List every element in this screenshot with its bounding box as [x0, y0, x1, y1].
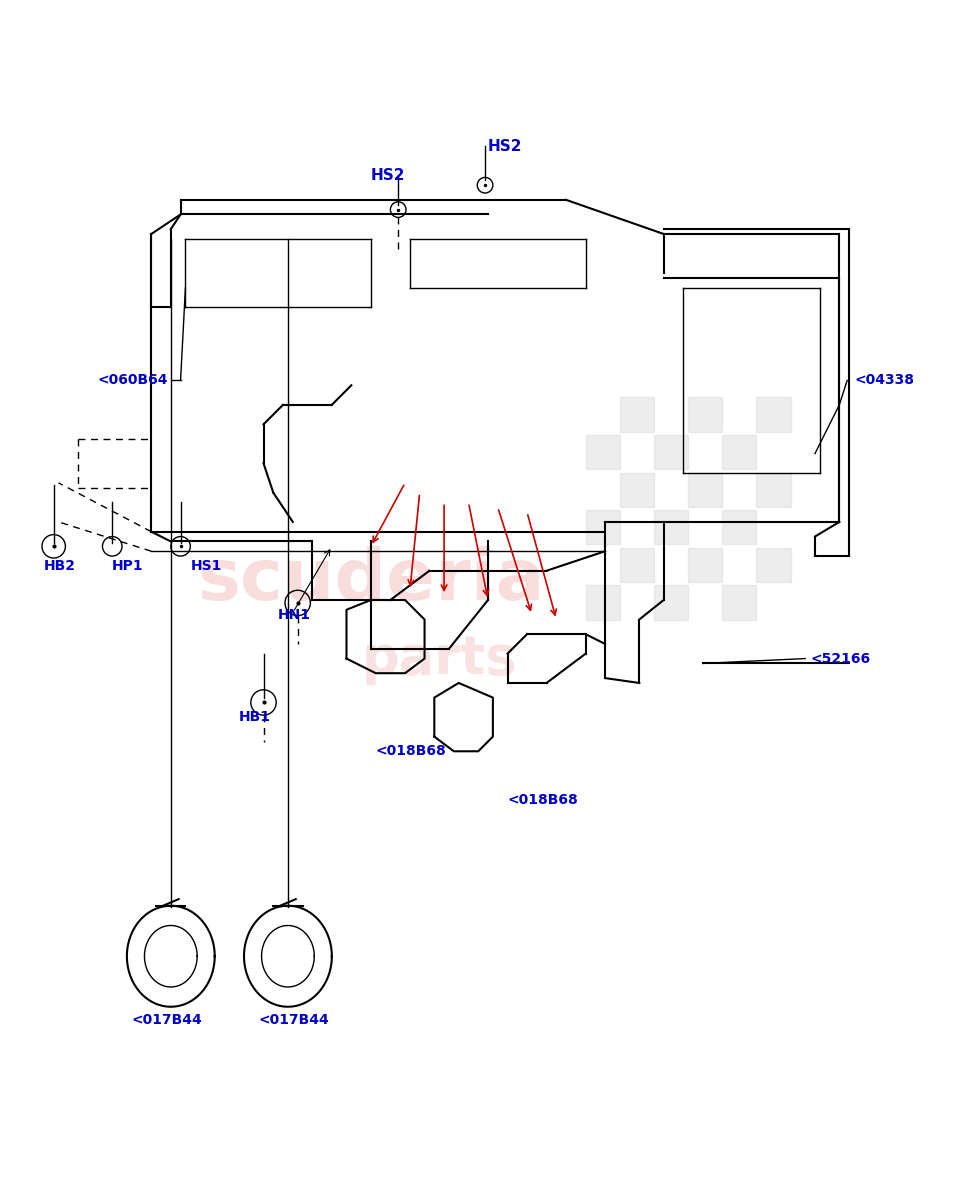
Text: <04338: <04338	[854, 373, 914, 388]
Bar	[756, 547, 791, 582]
Bar	[620, 473, 654, 506]
Bar	[688, 473, 722, 506]
Bar	[756, 473, 791, 506]
Bar	[756, 397, 791, 432]
Bar	[586, 586, 620, 619]
Bar	[620, 547, 654, 582]
Text: <017B44: <017B44	[132, 1013, 202, 1027]
Text: HS2: HS2	[371, 168, 405, 182]
Text: HN1: HN1	[278, 607, 311, 622]
Text: HP1: HP1	[112, 559, 143, 572]
Bar	[722, 586, 756, 619]
Bar	[586, 436, 620, 469]
Bar	[688, 397, 722, 432]
Bar	[620, 397, 654, 432]
Text: <018B68: <018B68	[376, 744, 446, 758]
Text: <017B44: <017B44	[259, 1013, 329, 1027]
Text: <018B68: <018B68	[508, 793, 578, 808]
Bar	[586, 510, 620, 545]
Text: HS2: HS2	[488, 139, 522, 154]
Bar	[722, 510, 756, 545]
Text: parts: parts	[361, 632, 517, 684]
Text: <52166: <52166	[810, 652, 871, 666]
Text: scuderia: scuderia	[197, 546, 545, 614]
Bar	[654, 586, 688, 619]
Bar	[688, 547, 722, 582]
Bar	[654, 436, 688, 469]
Text: HB1: HB1	[239, 710, 271, 724]
Bar	[654, 510, 688, 545]
Text: <060B64: <060B64	[98, 373, 168, 388]
Text: HS1: HS1	[190, 559, 222, 572]
Text: HB2: HB2	[44, 559, 76, 572]
Bar	[722, 436, 756, 469]
